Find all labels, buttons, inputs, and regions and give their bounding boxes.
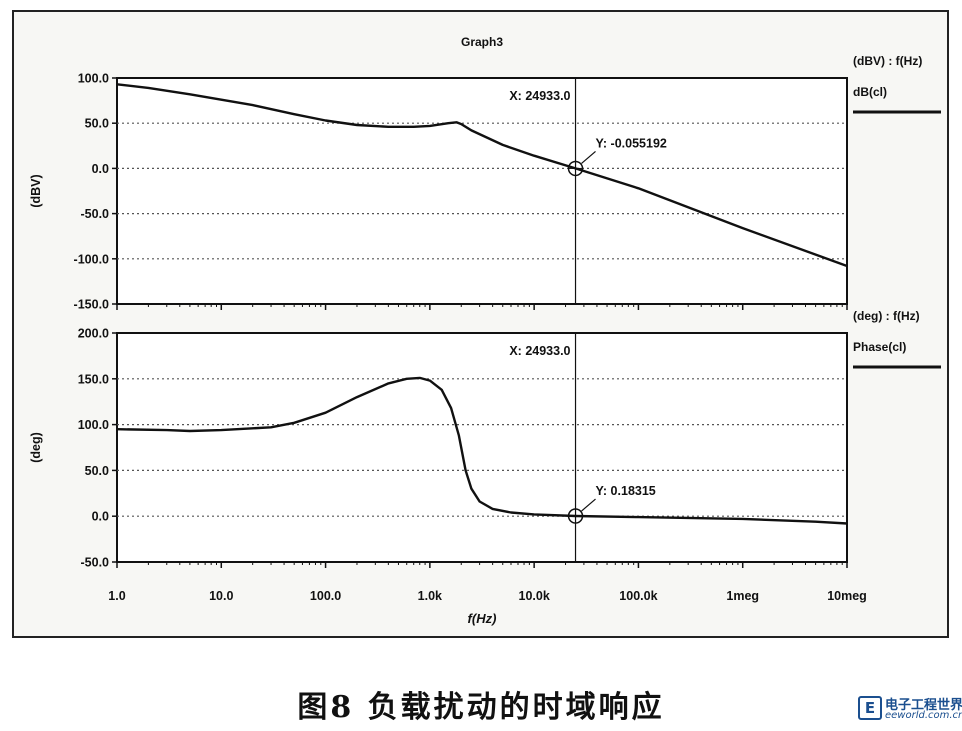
magnitude-y-tick-label: -50.0: [81, 207, 110, 221]
magnitude-cursor-pointer: [581, 150, 596, 164]
phase-y-tick-label: 0.0: [92, 510, 109, 524]
magnitude-legend-label: dB(cl): [853, 85, 887, 99]
phase-y-tick-label: 50.0: [85, 464, 109, 478]
phase-legend-label: Phase(cl): [853, 340, 906, 354]
phase-y-tick-label: 200.0: [78, 327, 109, 341]
x-tick-label: 1meg: [726, 589, 759, 603]
phase-legend-header: (deg) : f(Hz): [853, 309, 920, 323]
magnitude-y-axis-label: (dBV): [29, 174, 43, 207]
x-tick-label: 10meg: [827, 589, 867, 603]
magnitude-y-tick-label: -150.0: [74, 298, 109, 312]
figure-caption: 图8 负载扰动的时域响应: [297, 690, 665, 725]
eeworld-url: eeworld.com.cn: [885, 710, 962, 721]
phase-cursor-x-label: X: 24933.0: [509, 344, 570, 358]
x-tick-label: 10.0k: [519, 589, 550, 603]
magnitude-y-tick-label: -100.0: [74, 252, 109, 266]
magnitude-y-tick-label: 0.0: [92, 162, 109, 176]
x-tick-label: 1.0k: [418, 589, 442, 603]
eeworld-logo: E 电子工程世界 eeworld.com.cn: [858, 694, 962, 724]
phase-y-tick-label: 100.0: [78, 418, 109, 432]
graph-title: Graph3: [461, 35, 503, 49]
x-axis-label: f(Hz): [468, 611, 497, 626]
magnitude-cursor-y-label: Y: -0.055192: [596, 136, 667, 150]
magnitude-cursor-x-label: X: 24933.0: [509, 89, 570, 103]
magnitude-y-tick-label: 100.0: [78, 72, 109, 86]
phase-y-axis-label: (deg): [29, 432, 43, 463]
phase-cursor-pointer: [581, 498, 596, 512]
magnitude-legend-header: (dBV) : f(Hz): [853, 54, 922, 68]
eeworld-name: 电子工程世界: [885, 698, 962, 713]
phase-cursor-y-label: Y: 0.18315: [596, 484, 656, 498]
x-tick-label: 1.0: [108, 589, 125, 603]
magnitude-y-tick-label: 50.0: [85, 117, 109, 131]
x-tick-label: 10.0: [209, 589, 233, 603]
x-tick-label: 100.0k: [619, 589, 657, 603]
phase-plot-area: [116, 332, 848, 563]
phase-y-tick-label: 150.0: [78, 372, 109, 386]
phase-y-tick-label: -50.0: [81, 556, 110, 570]
magnitude-series-line: [116, 83, 848, 268]
x-tick-label: 100.0: [310, 589, 341, 603]
magnitude-plot-area: [116, 77, 848, 305]
eeworld-mark-icon: E: [858, 696, 882, 720]
